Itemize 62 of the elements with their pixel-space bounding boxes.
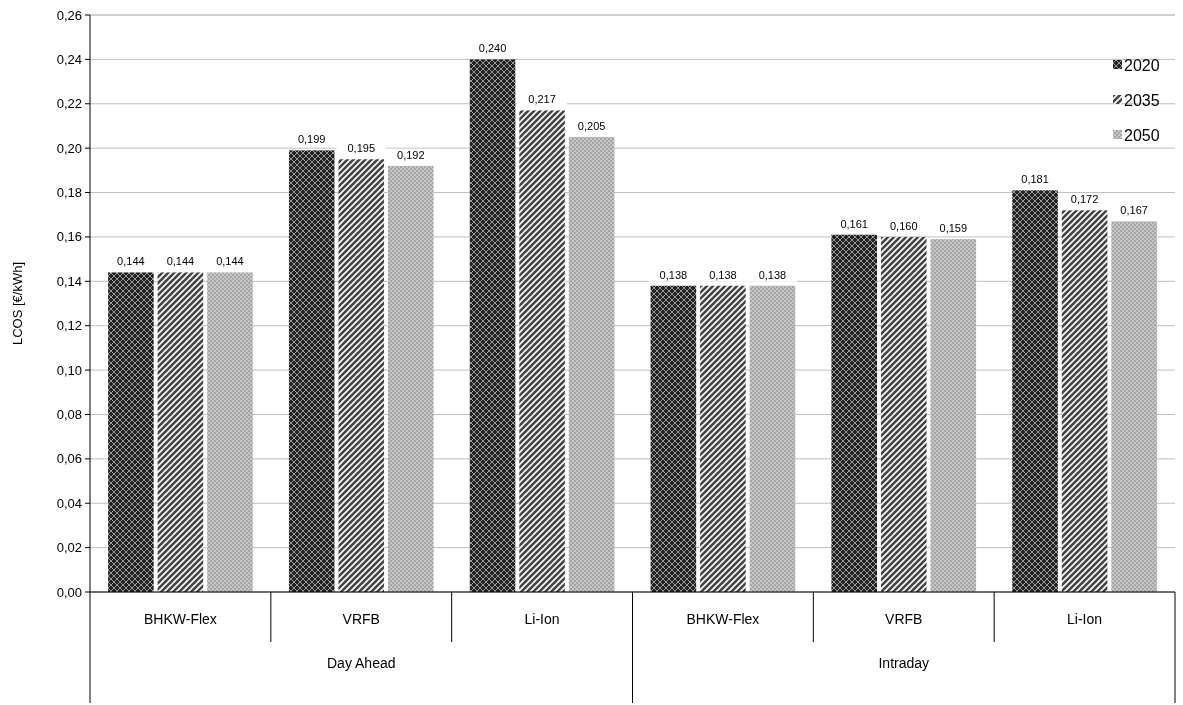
data-label: 0,199 <box>297 133 326 146</box>
bar <box>1061 210 1108 592</box>
data-label: 0,172 <box>1070 193 1099 206</box>
data-label: 0,144 <box>166 255 195 268</box>
bar <box>108 272 154 592</box>
bar <box>288 150 335 592</box>
data-label: 0,159 <box>939 222 968 235</box>
bar <box>749 285 796 592</box>
x-tick-label: Li-Ion <box>1067 611 1103 627</box>
bar <box>568 137 615 592</box>
bar <box>207 272 253 592</box>
data-label: 0,138 <box>758 268 787 281</box>
data-label: 0,144 <box>216 255 244 268</box>
data-label: 0,240 <box>478 42 507 55</box>
legend-label: 2050 <box>1124 126 1160 144</box>
bar <box>519 110 565 592</box>
legend-label: 2020 <box>1124 56 1160 74</box>
data-label: 0,138 <box>709 268 737 281</box>
x-tick-label: VRFB <box>342 611 380 627</box>
x-tick-label: BHKW-Flex <box>686 611 760 627</box>
y-tick-label: 0,26 <box>56 7 82 23</box>
bar <box>157 272 204 592</box>
y-tick-label: 0,22 <box>56 96 82 112</box>
y-tick-label: 0,00 <box>56 584 82 600</box>
bar <box>880 236 927 592</box>
y-tick-label: 0,02 <box>56 540 82 556</box>
y-tick-label: 0,14 <box>56 273 82 289</box>
bar <box>930 239 977 592</box>
bar <box>831 234 877 592</box>
bar <box>700 285 746 592</box>
x-tick-label: Li-Ion <box>524 611 560 627</box>
text: Intraday <box>878 655 930 671</box>
bar <box>388 165 434 592</box>
y-tick-label: 0,06 <box>56 451 82 467</box>
text: Day Ahead <box>327 655 396 671</box>
data-label: 0,138 <box>659 268 688 281</box>
data-label: 0,161 <box>840 217 868 230</box>
y-tick-label: 0,18 <box>56 185 82 201</box>
data-label: 0,167 <box>1120 204 1148 217</box>
data-label: 0,205 <box>577 120 606 133</box>
bar <box>1012 190 1058 592</box>
y-tick-label: 0,08 <box>56 407 82 423</box>
data-label: 0,160 <box>889 219 918 232</box>
x-tick-label: BHKW-Flex <box>143 611 217 627</box>
bar <box>650 285 697 592</box>
data-label: 0,192 <box>397 148 425 161</box>
legend-label: 2035 <box>1124 91 1160 109</box>
y-tick-label: 0,12 <box>56 318 82 334</box>
y-tick-label: 0,20 <box>56 140 82 156</box>
data-label: 0,195 <box>347 142 376 155</box>
bar <box>1111 221 1157 592</box>
y-tick-label: 0,10 <box>56 362 82 378</box>
y-tick-label: 0,04 <box>56 495 82 511</box>
bar <box>469 59 516 592</box>
data-label: 0,144 <box>117 255 145 268</box>
y-tick-label: 0,16 <box>56 229 82 245</box>
data-label: 0,217 <box>528 93 556 106</box>
bar <box>338 159 385 592</box>
x-tick-label: VRFB <box>885 611 923 627</box>
y-axis-title: LCOS [€/kWh] <box>10 261 25 346</box>
data-label: 0,181 <box>1021 173 1049 186</box>
y-tick-label: 0,24 <box>56 51 82 67</box>
